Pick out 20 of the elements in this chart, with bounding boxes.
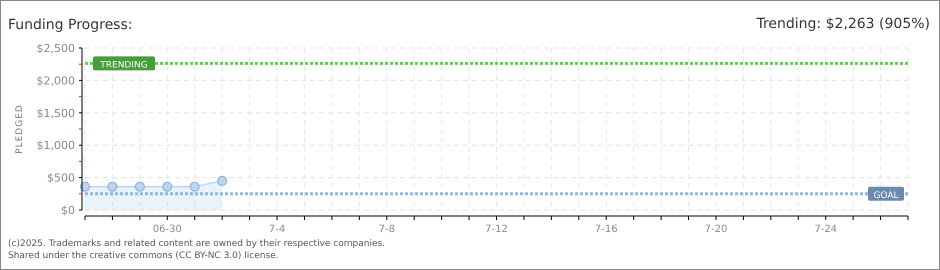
x-tick-label: 06-30: [152, 224, 182, 235]
x-tick-label: 7-4: [268, 224, 286, 235]
y-tick-label: $2,500: [36, 42, 75, 55]
x-tick-label: 7-16: [594, 224, 618, 235]
text: (c)2025. Trademarks and related content are owned by their respective companies.: [8, 239, 386, 249]
y-tick-label: $500: [47, 172, 75, 185]
y-tick-label: $2,000: [36, 74, 75, 88]
text: Shared under the creative commons (CC BY-NC 3.0) license.: [8, 251, 279, 261]
y-tick-label: $1,000: [36, 139, 75, 152]
x-tick-label: 7-20: [704, 224, 728, 235]
y-tick-label: $1,500: [36, 106, 75, 120]
y-tick-label: $0: [61, 204, 75, 217]
x-tick-label: 7-12: [485, 224, 508, 235]
x-tick-label: 7-24: [814, 224, 838, 235]
text: Trending: $2,263 (905%): [755, 16, 930, 32]
ref-line-label: TRENDING: [99, 60, 148, 70]
ref-line-label: GOAL: [873, 190, 899, 201]
chart-title: Funding Progress:: [8, 17, 132, 33]
y-axis-title: PLEDGED: [15, 104, 25, 154]
x-tick-label: 7-8: [378, 224, 395, 235]
